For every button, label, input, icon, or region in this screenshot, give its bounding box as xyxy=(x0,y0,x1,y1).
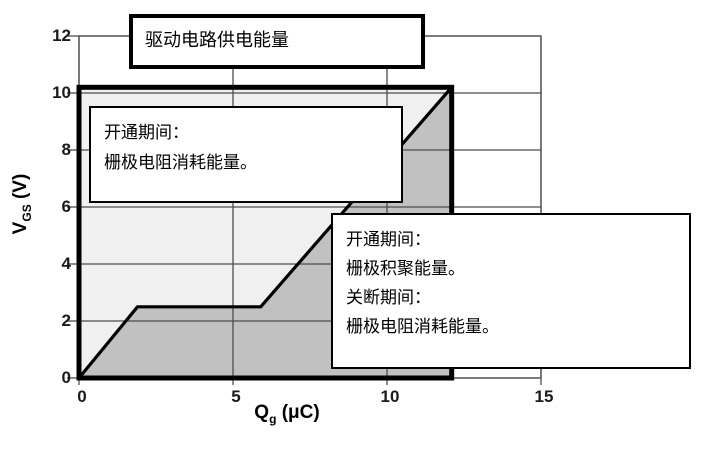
annotation-line: 关断期间： xyxy=(346,288,431,307)
y-tick-label: 2 xyxy=(61,311,71,330)
y-tick-label: 0 xyxy=(61,368,71,387)
annotation-line: 开通期间： xyxy=(104,123,189,142)
annotation-line: 栅极电阻消耗能量。 xyxy=(346,317,499,336)
y-tick-label: 8 xyxy=(61,140,71,159)
x-tick-label: 0 xyxy=(77,387,87,406)
x-axis-unit: (μC) xyxy=(276,402,320,423)
y-tick-label: 6 xyxy=(61,197,71,216)
annotation-turnon-gate-resistor-loss: 开通期间： 栅极电阻消耗能量。 xyxy=(89,106,403,203)
annotation-line: 栅极积聚能量。 xyxy=(346,259,465,278)
y-tick-label: 10 xyxy=(52,83,71,102)
annotation-line: 驱动电路供电能量 xyxy=(145,30,289,50)
x-tick-label: 5 xyxy=(231,387,241,406)
annotation-line: 栅极电阻消耗能量。 xyxy=(104,153,257,172)
x-tick-label: 15 xyxy=(534,387,554,406)
x-axis-title: Qg (μC) xyxy=(212,402,362,426)
y-axis-title: VGS (V) xyxy=(10,140,34,268)
y-axis-symbol: V xyxy=(10,221,31,235)
annotation-supply-energy: 驱动电路供电能量 xyxy=(129,14,425,69)
y-axis-unit: (V) xyxy=(10,173,31,205)
y-tick-label: 4 xyxy=(61,254,71,273)
annotation-line: 开通期间： xyxy=(346,230,431,249)
x-axis-subscript: g xyxy=(269,411,277,426)
y-tick-label: 12 xyxy=(52,26,71,45)
x-axis-symbol: Q xyxy=(254,402,270,423)
y-axis-subscript: GS xyxy=(19,204,34,222)
x-tick-label: 10 xyxy=(380,387,400,406)
annotation-gate-stored-energy: 开通期间： 栅极积聚能量。 关断期间： 栅极电阻消耗能量。 xyxy=(331,213,691,369)
